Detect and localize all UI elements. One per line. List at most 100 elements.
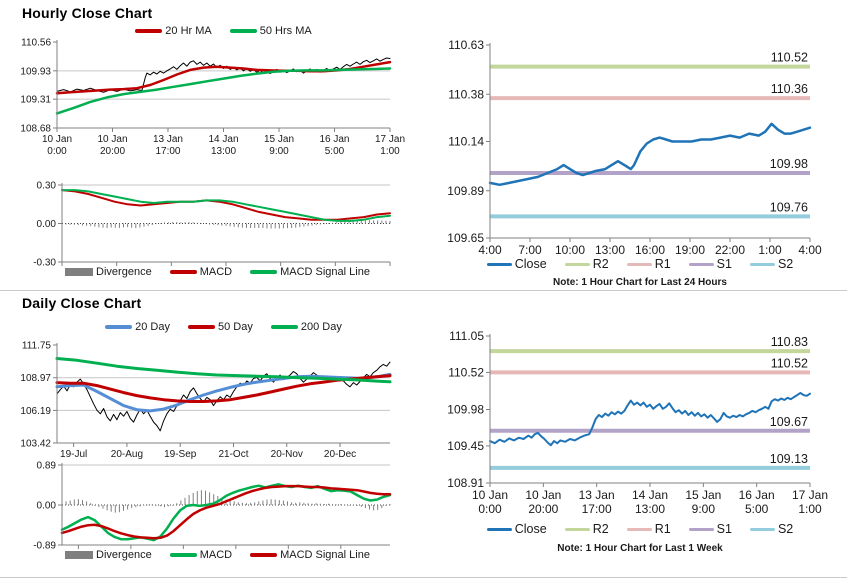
x-tick-label: 4:00: [798, 243, 822, 257]
legend-item-s2: S2: [749, 522, 794, 536]
pivot-lines: 110.52 110.36 109.98 109.76: [490, 51, 810, 219]
x-tick-label: 20:00: [528, 502, 558, 516]
legend-swatch: [626, 527, 652, 531]
y-tick-label: 110.38: [448, 87, 484, 101]
weekly-pivot-chart: 110.83 110.52 109.67 109.13 111.05 110.52 109.…: [447, 329, 828, 516]
axes: [56, 343, 390, 444]
series-lines: [489, 392, 811, 447]
legend-swatch: [626, 262, 652, 266]
weekly-pivot-legend: Close R2 R1 S1 S2: [455, 522, 825, 536]
legend-label: S1: [716, 257, 732, 271]
x-tick-label: 13 Jan: [579, 488, 615, 502]
legend-swatch: [65, 268, 94, 276]
x-tick-label: 5:00: [745, 502, 769, 516]
legend-item-close: Close: [486, 522, 547, 536]
y-tick-label: 109.98: [447, 403, 484, 417]
pivot-value-label: 110.36: [771, 82, 808, 96]
legend-label: 20 Hr MA: [165, 25, 212, 37]
x-tick-label: 17:00: [582, 502, 612, 516]
x-tick-label: 20-Nov: [271, 449, 303, 460]
y-tick-label: 103.42: [20, 439, 51, 450]
legend-item-s2: S2: [749, 257, 794, 271]
x-tick-label: 0:00: [478, 502, 502, 516]
x-axis-labels: [61, 262, 391, 266]
legend-label: R2: [592, 257, 609, 271]
y-tick-label: 109.31: [20, 95, 51, 106]
hourly-ma-legend: 20 Hr MA 50 Hrs MA: [57, 25, 390, 37]
series-20-day: [55, 372, 392, 413]
legend-label: 200 Day: [300, 321, 342, 333]
legend-item-r1: R1: [626, 257, 671, 271]
x-tick-label: 17:00: [155, 146, 180, 157]
x-tick-label: 5:00: [325, 146, 345, 157]
x-axis-labels: 19-Jul 20-Aug 19-Sep 21-Oct 20-Nov 20-Dec: [60, 443, 356, 460]
y-axis-labels: 110.56 109.93 109.31 108.68: [20, 38, 57, 135]
y-axis-labels: 0.89 0.00 -0.89: [33, 461, 62, 552]
daily-ma-legend: 20 Day 50 Day 200 Day: [57, 321, 390, 333]
legend-label: MACD: [199, 266, 233, 278]
x-tick-label: 15 Jan: [264, 134, 294, 145]
legend-swatch: [105, 325, 133, 329]
x-tick-label: 13:00: [635, 502, 665, 516]
y-tick-label: 109.93: [20, 66, 51, 77]
legend-item-macd: MACD: [169, 549, 232, 561]
legend-item-200-day: 200 Day: [270, 321, 342, 333]
series-lines: [60, 483, 392, 542]
daily-close-chart: 111.75 108.97 106.19 103.42 19-Jul 20-Aug 19-S…: [20, 341, 392, 460]
x-tick-label: 20-Aug: [111, 449, 143, 460]
daily-macd-chart: 0.89 0.00 -0.89: [33, 461, 392, 552]
x-tick-label: 15 Jan: [685, 488, 721, 502]
x-axis-labels: [77, 545, 342, 549]
y-tick-label: 108.91: [447, 476, 484, 490]
x-tick-label: 9:00: [692, 502, 716, 516]
legend-label: S2: [777, 257, 794, 271]
weekly-pivot-note: Note: 1 Hour Chart for Last 1 Week: [557, 543, 723, 554]
x-tick-label: 19-Sep: [164, 449, 197, 460]
pivot-lines: 110.83 110.52 109.67 109.13: [490, 335, 810, 470]
legend-swatch: [688, 527, 714, 531]
legend-swatch: [270, 325, 298, 329]
legend-item-50-day: 50 Day: [188, 321, 253, 333]
series-macd: [61, 189, 391, 221]
legend-label: Close: [514, 522, 547, 536]
hourly-macd-chart: 0.30 0.00 -0.30: [33, 181, 391, 269]
divergence-bars: [61, 490, 391, 513]
legend-item-50-hrs-ma: 50 Hrs MA: [229, 25, 312, 37]
x-tick-label: 16:00: [635, 243, 665, 257]
x-tick-label: 10 Jan: [525, 488, 561, 502]
x-tick-label: 16 Jan: [319, 134, 349, 145]
series-200-day: [55, 357, 392, 384]
pivot-value-label: 110.52: [771, 51, 808, 65]
legend-label: Divergence: [96, 266, 152, 278]
legend-label: 50 Hrs MA: [259, 25, 312, 37]
legend-item-divergence: Divergence: [65, 549, 152, 561]
legend-label: Divergence: [96, 549, 152, 561]
legend-label: S2: [777, 522, 794, 536]
x-tick-label: 1:00: [758, 243, 782, 257]
series-lines: [55, 57, 392, 115]
series-close: [488, 122, 812, 187]
x-tick-label: 13:00: [595, 243, 625, 257]
legend-swatch: [169, 553, 197, 557]
gridlines: [62, 184, 390, 224]
series-macd: [60, 483, 392, 542]
pivot-value-label: 110.52: [771, 356, 808, 370]
x-tick-label: 10 Jan: [42, 134, 72, 145]
legend-swatch: [688, 262, 714, 266]
series-lines: [61, 189, 391, 222]
legend-swatch: [749, 527, 775, 531]
y-tick-label: 106.19: [20, 406, 51, 417]
series-macd-signal-line: [60, 484, 392, 540]
hourly-section-title: Hourly Close Chart: [22, 5, 153, 21]
x-tick-label: 1:00: [798, 502, 822, 516]
y-tick-label: 0.30: [37, 181, 57, 192]
x-tick-label: 21-Oct: [218, 449, 248, 460]
y-tick-label: -0.89: [33, 541, 56, 552]
legend-swatch: [486, 527, 512, 531]
pivot-value-label: 109.76: [770, 200, 808, 214]
bottom-divider: [0, 577, 847, 578]
